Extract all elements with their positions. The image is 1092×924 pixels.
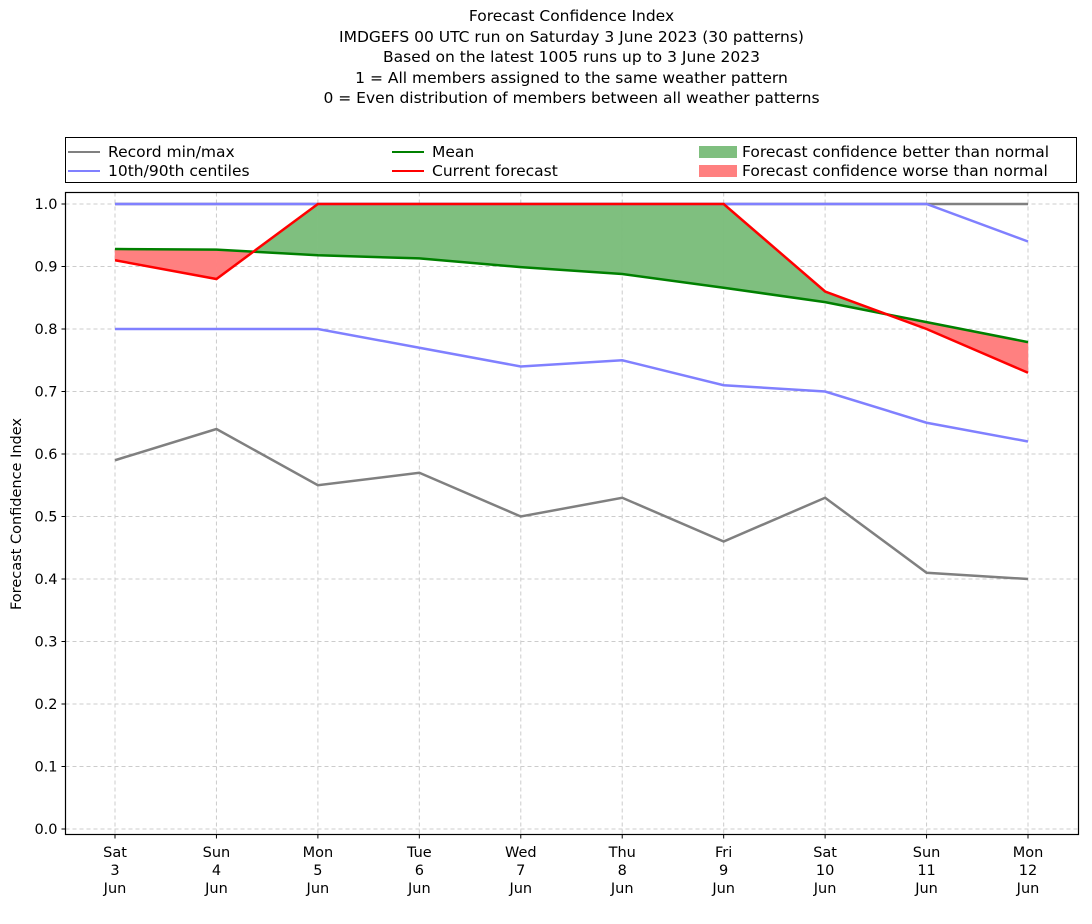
legend-label-current: Current forecast	[432, 162, 558, 180]
legend-label-mean: Mean	[432, 143, 475, 161]
x-tick-label: Jun	[610, 881, 634, 897]
y-tick-label: 0.6	[34, 447, 57, 463]
fill-better	[520, 203, 623, 275]
x-tick-label: Sat	[813, 845, 837, 861]
x-tick-label: 4	[212, 863, 221, 879]
x-tick-label: Sat	[103, 845, 127, 861]
legend-swatch-worse	[699, 165, 737, 177]
y-axis: 0.0 0.1 0.2 0.3 0.4 0.5 0.6 0.7 0.8 0.9 1.0	[34, 197, 66, 838]
x-tick-label: 10	[816, 863, 834, 879]
x-tick-label: Jun	[306, 881, 330, 897]
y-tick-label: 0.3	[34, 635, 57, 651]
x-tick-label: Fri	[715, 845, 732, 861]
x-tick-label: 6	[415, 863, 424, 879]
grid	[65, 192, 1079, 835]
confidence-fills	[114, 203, 1029, 374]
legend-label-centiles: 10th/90th centiles	[108, 162, 250, 180]
x-tick-label: Jun	[813, 881, 837, 897]
y-tick-label: 0.7	[34, 385, 57, 401]
legend-swatch-current	[392, 170, 424, 172]
chart-subtitle-1: IMDGEFS 00 UTC run on Saturday 3 June 20…	[339, 27, 804, 46]
y-tick-label: 0.0	[34, 822, 57, 838]
plot-frame	[64, 191, 1080, 836]
series-line-current-forecast	[114, 202, 1029, 374]
x-tick-label: 3	[110, 863, 119, 879]
x-tick-label: Mon	[303, 845, 334, 861]
x-tick-label: 9	[719, 863, 728, 879]
legend-swatch-record	[68, 151, 100, 153]
legend-label-better: Forecast confidence better than normal	[742, 143, 1050, 161]
x-tick-label: Jun	[711, 881, 735, 897]
chart-title: Forecast Confidence Index	[468, 7, 675, 25]
chart-subtitle-3: 1 = All members assigned to the same wea…	[355, 68, 788, 87]
y-tick-label: 0.8	[34, 322, 57, 338]
x-tick-label: Jun	[204, 881, 228, 897]
x-tick-label: 11	[917, 863, 935, 879]
y-tick-label: 1.0	[34, 197, 57, 213]
x-tick-label: 7	[516, 863, 525, 879]
legend-item-current: Current forecast	[392, 161, 558, 181]
legend-item-centiles: 10th/90th centiles	[68, 161, 250, 181]
x-tick-label: Thu	[608, 845, 636, 861]
chart-titles: Forecast Confidence Index IMDGEFS 00 UTC…	[0, 6, 1092, 109]
x-tick-label: 5	[313, 863, 322, 879]
x-tick-label: Wed	[505, 845, 537, 861]
legend: Record min/max 10th/90th centiles Mean C…	[65, 137, 1077, 183]
x-axis: Sat 3 Jun Sun 4 Jun Mon 5 Jun Tue 6 Jun Wed 7 Jun Thu 8 J…	[103, 834, 1044, 897]
x-tick-label: Jun	[508, 881, 532, 897]
legend-swatch-centiles	[68, 170, 100, 172]
legend-swatch-mean	[392, 151, 424, 153]
legend-swatch-better	[699, 146, 737, 158]
y-tick-label: 0.1	[34, 760, 57, 776]
x-tick-label: 8	[618, 863, 627, 879]
legend-label-record: Record min/max	[108, 143, 235, 161]
series-line-10th-centile	[115, 327, 1029, 443]
y-tick-label: 0.4	[34, 572, 57, 588]
legend-item-better: Forecast confidence better than normal	[699, 142, 1049, 162]
legend-item-record: Record min/max	[68, 142, 235, 162]
series-line-mean	[114, 247, 1029, 344]
y-tick-label: 0.9	[34, 260, 57, 276]
x-tick-label: Sun	[203, 845, 231, 861]
x-tick-label: Jun	[407, 881, 431, 897]
x-tick-label: Sun	[913, 845, 941, 861]
x-tick-label: Jun	[1016, 881, 1040, 897]
x-tick-label: Jun	[103, 881, 127, 897]
x-tick-label: 12	[1019, 863, 1037, 879]
fill-better	[419, 203, 522, 268]
legend-item-mean: Mean	[392, 142, 474, 162]
x-tick-label: Tue	[406, 845, 432, 861]
y-axis-label: Forecast Confidence Index	[9, 418, 25, 610]
x-tick-label: Jun	[914, 881, 938, 897]
chart-subtitle-4: 0 = Even distribution of members between…	[323, 89, 820, 108]
series-lines	[114, 202, 1029, 581]
fill-better	[317, 203, 420, 259]
y-tick-label: 0.5	[34, 510, 57, 526]
x-tick-label: Mon	[1013, 845, 1044, 861]
y-tick-label: 0.2	[34, 697, 57, 713]
series-line-record-min	[114, 427, 1029, 581]
chart-subtitle-2: Based on the latest 1005 runs up to 3 Ju…	[383, 48, 760, 67]
legend-item-worse: Forecast confidence worse than normal	[699, 161, 1048, 181]
legend-label-worse: Forecast confidence worse than normal	[742, 162, 1048, 180]
